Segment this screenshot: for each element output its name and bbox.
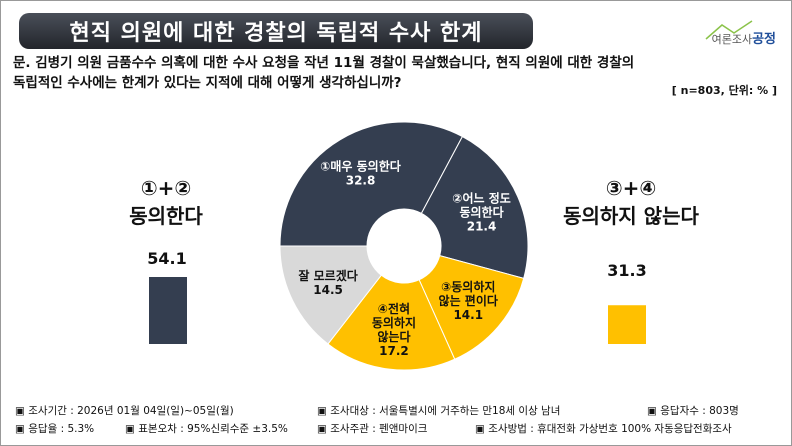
logo-chart-icon [705, 20, 753, 40]
logo: 여론조사공정 [696, 19, 776, 47]
slice-label-5: 잘 모르겠다 14.5 [298, 268, 357, 297]
footer-target: ▣ 조사대상 : 서울특별시에 거주하는 만18세 이상 남녀 [317, 405, 561, 417]
bar-2 [608, 305, 646, 344]
footer-organizer: ▣ 조사주관 : 펜앤마이크 [317, 423, 428, 435]
question-line1: 문. 김병기 의원 금품수수 의혹에 대한 수사 요청을 작년 11월 경찰이 … [13, 55, 635, 71]
logo-small: 여론조사 [711, 33, 753, 46]
pie-slice-1 [279, 121, 464, 247]
footer-response-rate: ▣ 응답율 : 5.3% [15, 423, 95, 435]
slice-label-2: ②어느 정도 동의한다 21.4 [452, 190, 511, 233]
question: 문. 김병기 의원 금품수수 의혹에 대한 수사 요청을 작년 11월 경찰이 … [13, 53, 783, 93]
disagree-value: 31.3 [607, 261, 647, 280]
sample-unit: [ n=803, 단위: % ] [671, 84, 777, 97]
pie-slice-5 [279, 245, 383, 345]
bar-1 [149, 277, 187, 344]
disagree-label: 동의하지 않는다 [563, 204, 699, 228]
pie-slice-2 [420, 135, 529, 279]
slice-label-1: ①매우 동의한다 32.8 [320, 159, 401, 188]
agree-value: 54.1 [147, 249, 187, 268]
slice-label-4: ④전혀 동의하지 않는다 17.2 [372, 301, 416, 358]
agree-code: ①+② [140, 176, 192, 200]
question-line2: 독립적인 수사에는 한계가 있다는 지적에 대해 어떻게 생각하십니까? [13, 75, 402, 91]
slice-label-3: ③동의하지 않는 편이다 14.1 [439, 279, 498, 322]
footer-method: ▣ 조사방법 : 휴대전화 가상번호 100% 자동응답전화조사 [475, 423, 732, 435]
footer-period: ▣ 조사기간 : 2026년 01월 04일(일)~05일(월) [15, 405, 234, 417]
pie-slice-3 [418, 255, 525, 360]
footer-respondents: ▣ 응답자수 : 803명 [647, 405, 739, 417]
page-title: 현직 의원에 대한 경찰의 독립적 수사 한계 [19, 13, 533, 49]
disagree-code: ③+④ [605, 176, 657, 200]
pie-slice-4 [327, 274, 456, 371]
footer-error: ▣ 표본오차 : 95%신뢰수준 ±3.5% [125, 423, 288, 435]
logo-big: 공정 [752, 32, 776, 47]
agree-label: 동의한다 [129, 204, 203, 228]
